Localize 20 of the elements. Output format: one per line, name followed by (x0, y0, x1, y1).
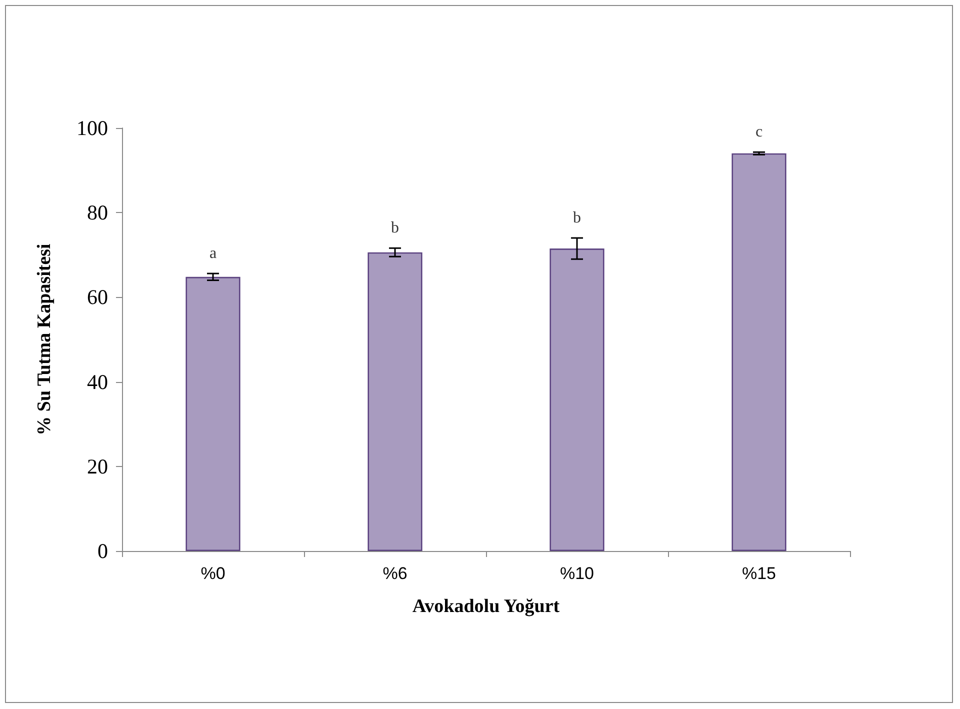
annotation: c (755, 124, 763, 141)
y-tick-label: 80 (87, 200, 108, 225)
bar (186, 276, 240, 551)
annotation: a (209, 245, 217, 262)
y-axis-title: % Su Tutma Kapasitesi (34, 244, 55, 436)
y-tick-label: 20 (87, 454, 108, 478)
x-tick-label: %15 (742, 564, 776, 583)
x-tick-label: %0 (200, 564, 226, 583)
bar (732, 153, 786, 551)
x-axis-title: Avokadolu Yoğurt (412, 596, 560, 617)
x-tick-label: %6 (382, 564, 408, 583)
bar (550, 248, 604, 551)
y-tick-label: 0 (98, 539, 108, 563)
bar (368, 252, 422, 551)
y-tick-label: 100 (76, 116, 108, 140)
annotation: b (391, 220, 399, 237)
x-tick-label: %10 (560, 564, 594, 583)
annotation: b (573, 209, 581, 226)
y-tick-label: 40 (87, 370, 108, 394)
y-tick-label: 60 (87, 285, 108, 310)
